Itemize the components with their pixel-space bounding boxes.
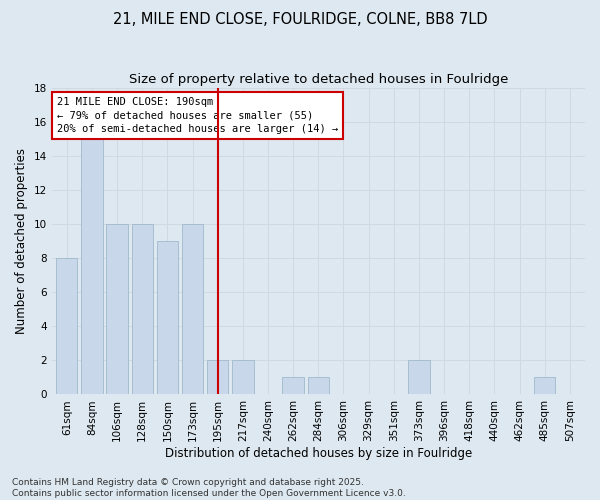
Bar [131, 224, 153, 394]
Bar [534, 378, 556, 394]
Bar [308, 378, 329, 394]
Y-axis label: Number of detached properties: Number of detached properties [15, 148, 28, 334]
Bar [283, 378, 304, 394]
Text: Contains HM Land Registry data © Crown copyright and database right 2025.
Contai: Contains HM Land Registry data © Crown c… [12, 478, 406, 498]
Title: Size of property relative to detached houses in Foulridge: Size of property relative to detached ho… [128, 72, 508, 86]
Text: 21, MILE END CLOSE, FOULRIDGE, COLNE, BB8 7LD: 21, MILE END CLOSE, FOULRIDGE, COLNE, BB… [113, 12, 487, 28]
Bar [81, 139, 103, 394]
Bar [232, 360, 254, 394]
X-axis label: Distribution of detached houses by size in Foulridge: Distribution of detached houses by size … [165, 447, 472, 460]
Text: 21 MILE END CLOSE: 190sqm
← 79% of detached houses are smaller (55)
20% of semi-: 21 MILE END CLOSE: 190sqm ← 79% of detac… [57, 97, 338, 134]
Bar [182, 224, 203, 394]
Bar [408, 360, 430, 394]
Bar [207, 360, 229, 394]
Bar [56, 258, 77, 394]
Bar [157, 242, 178, 394]
Bar [106, 224, 128, 394]
